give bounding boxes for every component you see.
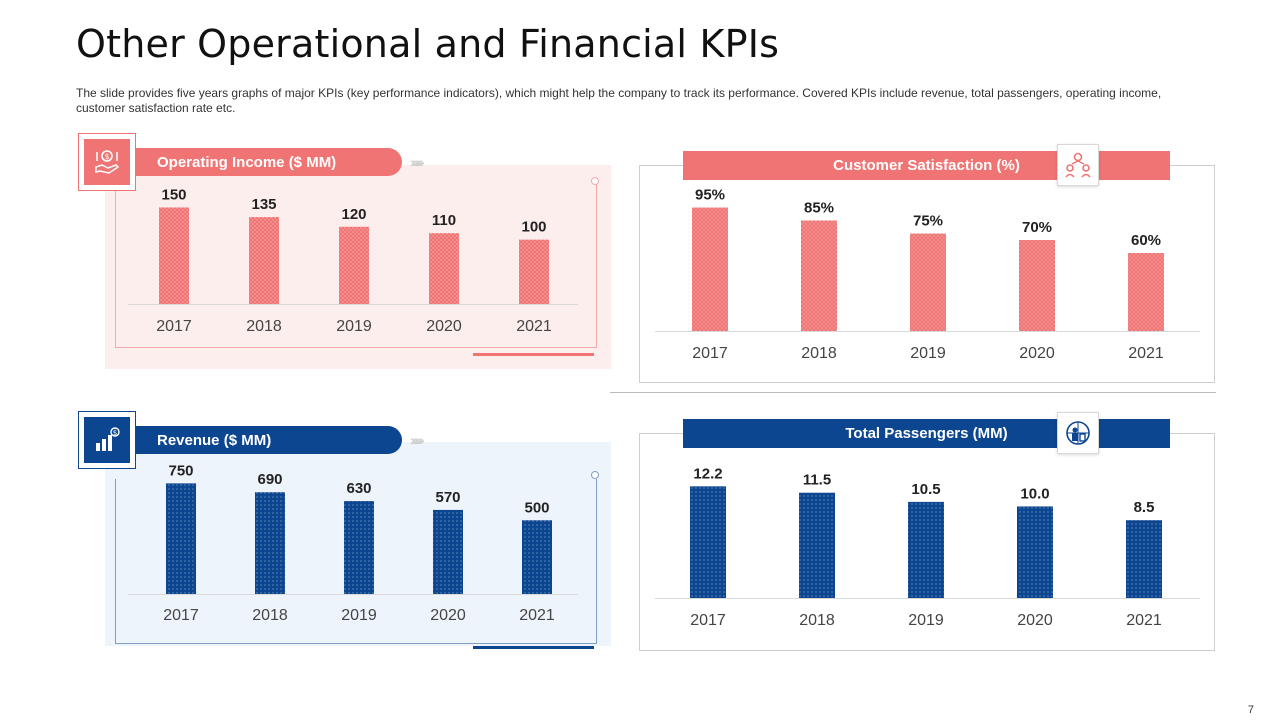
revenue-bar [344,501,374,594]
revenue-icon-box: $ [78,411,136,469]
operating-income-data-label: 110 [432,212,456,229]
operating-income-bar [249,217,279,304]
revenue-chevrons: ››››››› [410,432,425,448]
customer-satisfaction-title: Customer Satisfaction (%) [833,157,1020,174]
customer-satisfaction-data-label: 85% [804,200,834,217]
operating-income-data-label: 100 [521,219,546,236]
operating-income-title-pill: Operating Income ($ MM) [135,148,402,176]
revenue-chart: 750 2017 690 2018 630 2019 570 2020 500 2021 [128,462,578,624]
customer-satisfaction-bar [1128,253,1164,331]
customer-satisfaction-data-label: 75% [913,213,943,230]
total-passengers-data-label: 10.0 [1020,485,1049,502]
revenue-tick-label: 2018 [252,607,288,624]
customer-satisfaction-tick-label: 2020 [1019,345,1055,362]
total-passengers-tick-label: 2020 [1017,612,1053,629]
customer-satisfaction-data-label: 70% [1022,219,1052,236]
revenue-data-label: 690 [257,471,282,488]
revenue-tick-label: 2019 [341,607,377,624]
section-divider [610,392,1216,393]
svg-text:$: $ [104,152,109,161]
operating-income-accent-line [473,353,594,356]
operating-income-bar [339,226,369,304]
revenue-frame [115,479,597,644]
total-passengers-bar [1126,520,1162,598]
operating-income-bar [519,239,549,304]
operating-income-data-label: 120 [341,206,366,223]
revenue-tick-label: 2017 [163,607,199,624]
slide-title: Other Operational and Financial KPIs [76,22,780,66]
operating-income-data-label: 135 [251,196,276,213]
total-passengers-tick-label: 2021 [1126,612,1162,629]
passenger-globe-icon [1066,421,1090,445]
customer-satisfaction-tick-label: 2018 [801,345,837,362]
customer-satisfaction-bar [801,220,837,331]
operating-income-bar [429,233,459,304]
revenue-bar [433,509,463,594]
operating-income-tick-label: 2017 [156,318,192,335]
total-passengers-chart: 12.2 2017 11.5 2018 10.5 2019 10.0 2020 8.5 2021 [655,465,1200,629]
revenue-tick-label: 2020 [430,607,466,624]
total-passengers-bar [1017,506,1053,598]
total-passengers-title: Total Passengers (MM) [845,425,1008,442]
operating-income-tick-label: 2018 [246,318,282,335]
operating-income-icon-box: $ [78,133,136,191]
customer-satisfaction-data-label: 95% [695,187,725,204]
operating-income-tick-label: 2021 [516,318,552,335]
customer-satisfaction-bar [1019,240,1055,331]
customer-satisfaction-bar [692,207,728,331]
customer-satisfaction-tick-label: 2017 [692,345,728,362]
customer-group-icon [1065,152,1091,178]
revenue-bar [166,483,196,594]
customer-satisfaction-data-label: 60% [1131,232,1161,249]
customer-satisfaction-tick-label: 2019 [910,345,946,362]
operating-income-data-label: 150 [161,186,186,203]
total-passengers-icon-box [1057,412,1099,454]
total-passengers-tick-label: 2018 [799,612,835,629]
total-passengers-data-label: 11.5 [803,472,831,489]
revenue-title-pill: Revenue ($ MM) [135,426,402,454]
customer-satisfaction-icon-box [1057,144,1099,186]
revenue-accent-line [473,646,594,649]
total-passengers-data-label: 10.5 [911,481,940,498]
operating-income-frame-dot [591,177,599,185]
revenue-bar [522,520,552,594]
total-passengers-data-label: 12.2 [693,465,722,482]
revenue-bar [255,492,285,594]
operating-income-frame [115,183,597,348]
total-passengers-bar [690,486,726,598]
revenue-data-label: 500 [524,499,549,516]
revenue-title: Revenue ($ MM) [157,431,272,449]
total-passengers-bar [799,492,835,598]
total-passengers-data-label: 8.5 [1134,499,1155,516]
page-number: 7 [1247,704,1254,716]
operating-income-tick-label: 2020 [426,318,462,335]
total-passengers-tick-label: 2019 [908,612,944,629]
svg-text:$: $ [113,429,117,437]
operating-income-bar [159,207,189,304]
revenue-data-label: 750 [168,462,193,479]
operating-income-title: Operating Income ($ MM) [157,153,337,171]
revenue-tick-label: 2021 [519,607,555,624]
revenue-data-label: 630 [346,480,371,497]
total-passengers-bar [908,501,944,598]
revenue-growth-icon: $ [96,427,120,451]
money-hand-icon: $ [95,150,120,174]
operating-income-tick-label: 2019 [336,318,372,335]
customer-satisfaction-chart: 95% 2017 85% 2018 75% 2019 70% 2020 60% 2021 [655,187,1200,362]
revenue-frame-dot [591,471,599,479]
slide-subtitle: The slide provides five years graphs of … [76,86,1162,115]
operating-income-chevrons: ››››››› [410,154,425,170]
total-passengers-tick-label: 2017 [690,612,726,629]
operating-income-chart: 150 2017 135 2018 120 2019 110 2020 100 2021 [128,186,578,335]
customer-satisfaction-bar [910,233,946,331]
customer-satisfaction-tick-label: 2021 [1128,345,1164,362]
revenue-data-label: 570 [435,489,460,506]
